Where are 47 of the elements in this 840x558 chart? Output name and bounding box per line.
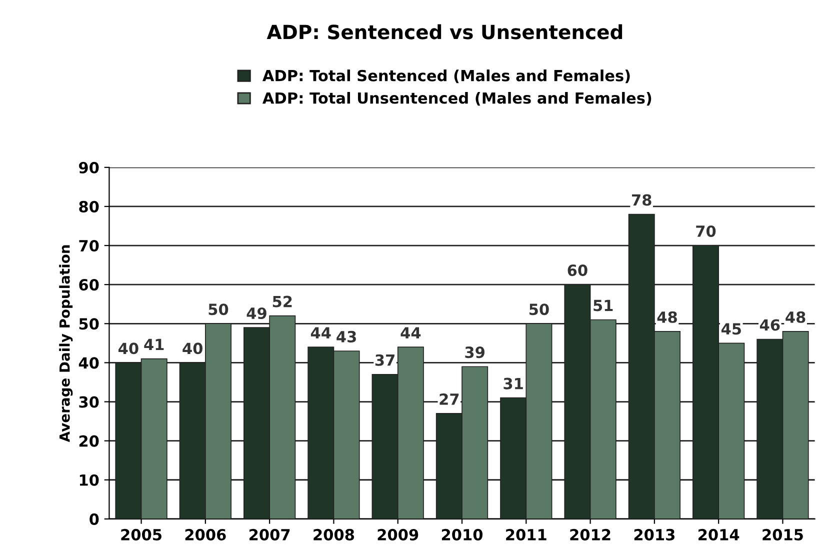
legend-label: ADP: Total Unsentenced (Males and Females) xyxy=(262,92,652,106)
y-tick-label: 90 xyxy=(79,162,99,174)
data-label: 52 xyxy=(272,296,292,308)
x-tick-label: 2013 xyxy=(634,528,674,540)
x-tick-label: 2005 xyxy=(121,528,162,540)
y-tick-label: 50 xyxy=(79,318,99,330)
data-label: 37 xyxy=(375,354,394,366)
data-label: 43 xyxy=(336,330,356,342)
legend-label: ADP: Total Sentenced (Males and Females) xyxy=(262,70,630,84)
x-tick-label: 2009 xyxy=(378,528,418,540)
x-tick-label: 2015 xyxy=(762,528,803,540)
x-tick-label: 2012 xyxy=(570,528,610,540)
data-label: 50 xyxy=(530,304,549,316)
data-label: 31 xyxy=(504,378,523,390)
x-tick-label: 2007 xyxy=(250,528,290,540)
y-tick-label: 40 xyxy=(78,357,99,369)
data-label: 41 xyxy=(144,338,164,350)
data-label: 45 xyxy=(721,323,741,335)
y-tick-label: 70 xyxy=(79,240,99,252)
x-tick-label: 2011 xyxy=(506,528,546,540)
x-tick-label: 2014 xyxy=(698,528,740,540)
data-label: 49 xyxy=(246,307,266,320)
data-label: 40 xyxy=(118,342,138,354)
data-label: 60 xyxy=(568,264,588,276)
x-tick-label: 2008 xyxy=(314,528,354,540)
data-label: 44 xyxy=(310,327,331,338)
y-tick-label: 10 xyxy=(80,474,99,486)
chart-title: ADP: Sentenced vs Unsentenced xyxy=(266,24,622,40)
data-label: 48 xyxy=(786,311,806,323)
y-tick-label: 0 xyxy=(90,513,99,525)
data-label: 70 xyxy=(696,225,716,238)
data-label: 27 xyxy=(440,393,459,405)
y-axis-title: Average Daily Population xyxy=(59,245,73,442)
data-label: 44 xyxy=(400,327,421,338)
y-tick-label: 30 xyxy=(79,396,99,408)
data-label: 40 xyxy=(182,342,202,354)
y-tick-label: 60 xyxy=(79,279,99,291)
x-tick-label: 2006 xyxy=(185,528,226,540)
y-tick-label: 20 xyxy=(79,435,99,447)
data-label: 39 xyxy=(465,346,484,358)
x-tick-label: 2010 xyxy=(442,528,483,540)
y-tick-label: 80 xyxy=(79,200,99,212)
data-label: 48 xyxy=(657,311,677,323)
data-label: 51 xyxy=(594,300,613,312)
data-label: 50 xyxy=(208,304,228,316)
data-label: 78 xyxy=(632,194,652,206)
data-label: 46 xyxy=(760,319,780,331)
